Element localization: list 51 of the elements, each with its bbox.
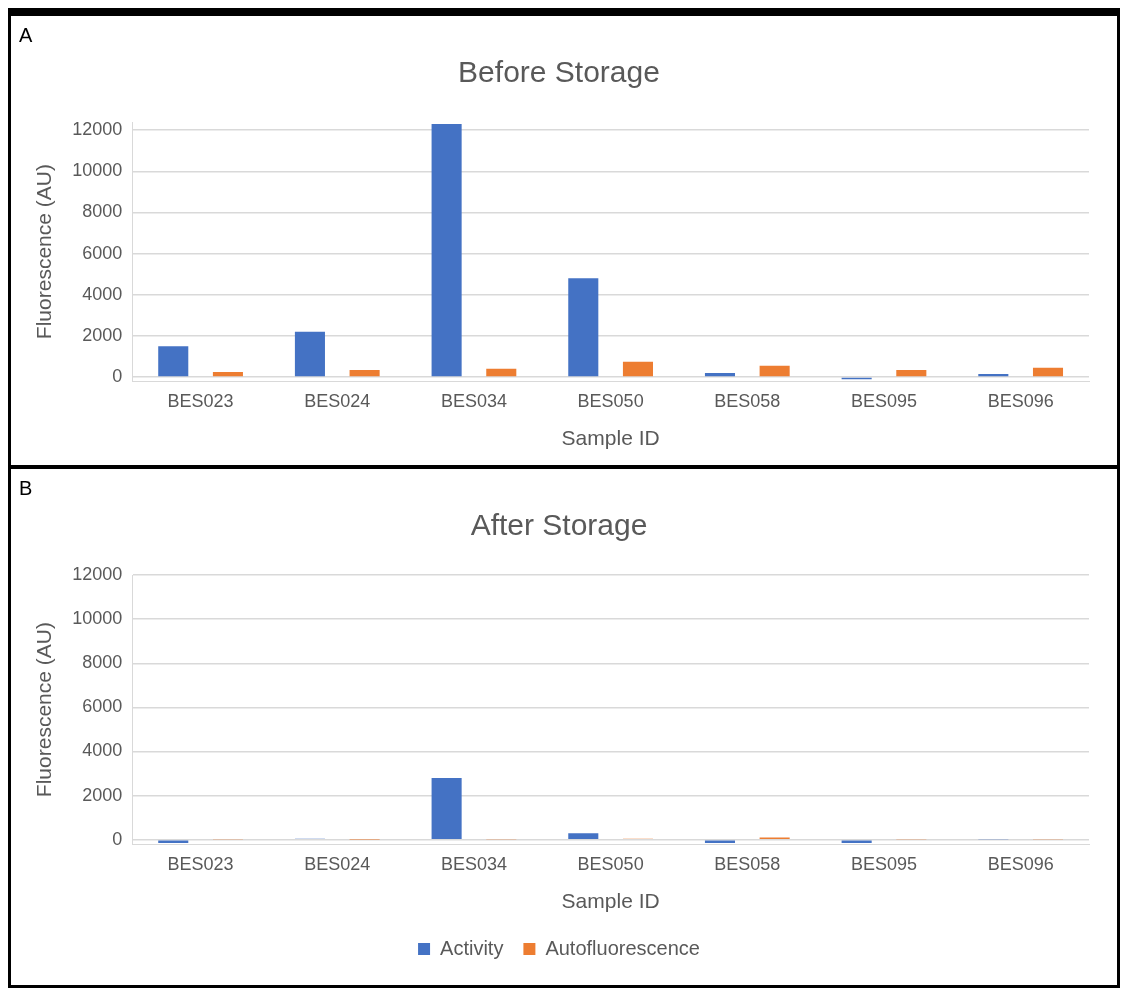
bar [431, 778, 462, 840]
x-axis-title: Sample ID [561, 889, 660, 913]
bar [1032, 367, 1064, 377]
bar [568, 278, 599, 377]
bar [294, 331, 325, 377]
x-tick-label: BES050 [577, 390, 644, 411]
x-tick-label: BES023 [167, 853, 234, 874]
chart-title: Before Storage [458, 55, 660, 89]
x-tick-label: BES095 [850, 390, 918, 411]
y-tick-label: 6000 [82, 242, 123, 263]
x-tick-label: BES058 [714, 853, 781, 874]
bar [568, 833, 599, 840]
legend-label: Autofluorescence [545, 936, 700, 959]
y-tick-label: 10000 [72, 608, 123, 629]
legend-label: Activity [440, 936, 504, 959]
text: A [19, 24, 33, 47]
y-tick-label: 6000 [82, 696, 123, 717]
bar [896, 369, 927, 377]
y-tick-label: 2000 [82, 324, 123, 345]
bar [622, 361, 653, 377]
x-tick-label: BES034 [440, 853, 507, 874]
y-axis-title: Fluorescence (AU) [32, 622, 56, 798]
y-tick-label: 0 [112, 828, 123, 849]
bar [349, 369, 380, 377]
y-tick-label: 12000 [72, 119, 123, 140]
x-tick-label: BES023 [167, 390, 234, 411]
bar [486, 368, 517, 377]
bar [158, 346, 189, 377]
y-tick-label: 2000 [82, 784, 123, 805]
x-axis-title: Sample ID [561, 426, 660, 450]
y-tick-label: 12000 [72, 563, 123, 584]
y-tick-label: 10000 [72, 160, 123, 181]
text: B [19, 477, 33, 500]
bar [759, 365, 790, 377]
x-tick-label: BES058 [714, 390, 781, 411]
x-tick-label: BES024 [304, 390, 371, 411]
y-tick-label: 4000 [82, 283, 123, 304]
bar [431, 124, 462, 377]
y-tick-label: 0 [112, 366, 123, 387]
y-tick-label: 8000 [82, 201, 123, 222]
x-tick-label: BES096 [987, 390, 1054, 411]
x-tick-label: BES024 [304, 853, 371, 874]
bar [212, 371, 243, 377]
x-tick-label: BES034 [440, 390, 507, 411]
y-axis-title: Fluorescence (AU) [32, 164, 56, 340]
x-tick-label: BES096 [987, 853, 1054, 874]
y-tick-label: 8000 [82, 652, 123, 673]
chart-title: After Storage [470, 508, 648, 542]
x-tick-label: BES050 [577, 853, 644, 874]
y-tick-label: 4000 [82, 740, 123, 761]
x-tick-label: BES095 [850, 853, 918, 874]
